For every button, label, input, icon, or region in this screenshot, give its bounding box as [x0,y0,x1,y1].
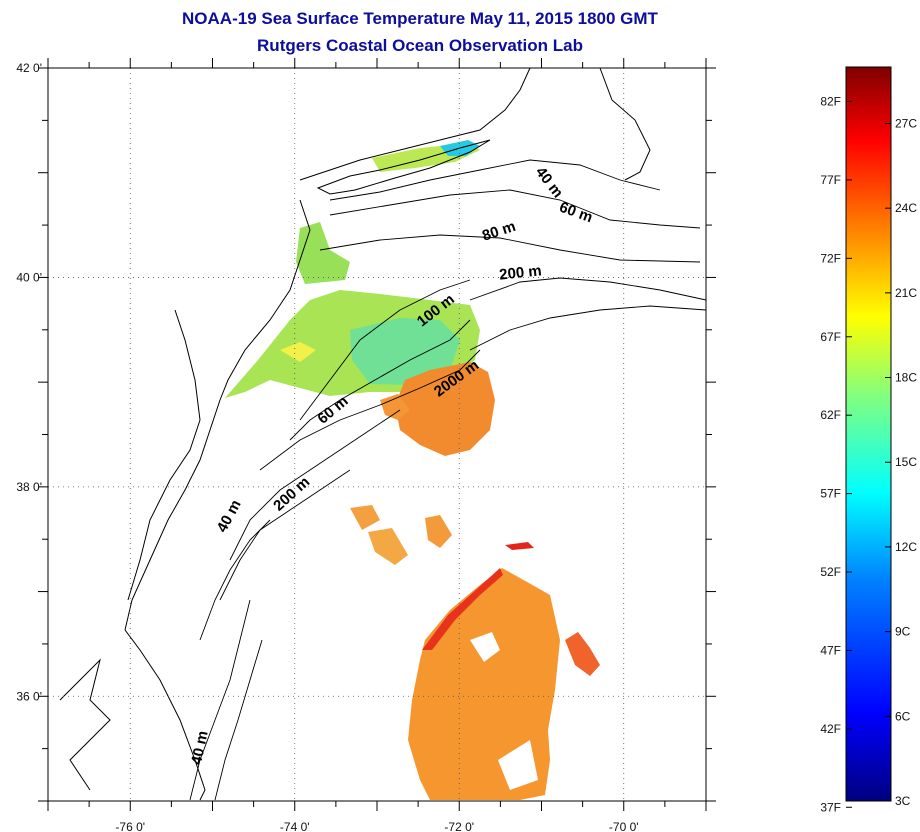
isobath-slope-3 [199,519,271,641]
isobath-slope-2 [219,469,351,601]
lat-tick-label: 36 0' [16,689,42,703]
isobath-2000m-north [469,305,707,351]
isobath-40m [329,159,661,201]
isobath-80m [319,234,701,263]
lon-tick-label: -72 0' [444,820,474,832]
colorbar-c-label: 9C [895,625,911,639]
coastline-outer-banks [124,629,206,801]
coastline-new-jersey [219,199,311,401]
colorbar-c-label: 18C [895,371,917,385]
lat-tick-labels: 42 0' 40 0' 38 0' 36 0' [16,61,42,703]
isobath-shelf-3 [259,349,481,471]
colorbar-f-label: 52F [820,565,841,579]
colorbar-fahrenheit-labels: 82F 77F 72F 67F 62F 57F 52F 47F 42F 37F [820,95,852,814]
colorbar-f-label: 67F [820,330,841,344]
sst-patch-offshore-2 [368,528,408,565]
isobath-label: 60 m [314,393,351,428]
isobath-label: 40 m [188,729,212,766]
tick-marks [38,58,716,811]
lon-tick-label: -76 0' [115,820,145,832]
grid-layer [48,67,706,801]
coastline-long-island [316,139,491,195]
isobath-carolina-2 [214,639,263,801]
lon-tick-label: -74 0' [280,820,310,832]
sst-patch-mid-atlantic-shelf [350,318,460,385]
colorbar-c-label: 3C [895,794,911,808]
map-title: NOAA-19 Sea Surface Temperature May 11, … [182,9,658,28]
isobath-label: 60 m [557,199,595,227]
sst-patch-offshore-1 [350,505,380,530]
colorbar [845,66,892,802]
sst-patch-new-jersey [296,222,350,284]
lon-tick-label: -70 0' [609,820,639,832]
map-frame [47,67,707,802]
isobath-layer [189,159,707,801]
colorbar-f-label: 72F [820,251,841,265]
isobath-shelf-2 [289,319,471,441]
colorbar-c-label: 24C [895,201,917,215]
sst-patch-warm-north [380,394,410,420]
lat-tick-label: 40 0' [16,270,42,284]
colorbar-c-label: 15C [895,455,917,469]
sst-patch-offshore-3 [425,515,452,548]
colorbar-f-label: 57F [820,487,841,501]
sst-patch-south [408,568,560,800]
sst-patch-south-hole-2 [498,740,538,790]
coastline-delmarva [124,399,221,631]
isobath-label: 40 m [214,497,245,535]
coastline-nc-inner [59,658,111,791]
colorbar-f-label: 62F [820,408,841,422]
isobath-60m [329,189,701,229]
colorbar-f-label: 47F [820,643,841,657]
map-subtitle: Rutgers Coastal Ocean Observation Lab [257,36,583,55]
sst-patch-red-streak [505,542,534,550]
lon-tick-labels: -76 0' -74 0' -72 0' -70 0' [115,820,638,832]
isobath-shelf-1 [299,279,471,421]
sst-patch-warm-core [395,362,495,456]
isobath-carolina [189,599,251,801]
lat-tick-label: 38 0' [16,480,42,494]
colorbar-c-label: 12C [895,540,917,554]
coastline-chesapeake [127,309,201,601]
sst-data-layer [225,140,600,800]
colorbar-c-label: 21C [895,286,917,300]
isobath-slope-1 [229,409,401,561]
colorbar-c-label: 27C [895,116,917,130]
coastline-new-england [299,67,531,181]
sst-patch-south-east [565,632,600,676]
isobath-label: 200 m [498,262,542,283]
sst-patch-south-red-edge [422,568,503,650]
sst-patch-yellow-inshore [280,342,316,362]
colorbar-c-label: 6C [895,709,911,723]
colorbar-celsius-labels: 27C 24C 21C 18C 15C 12C 9C 6C 3C [885,116,917,808]
colorbar-f-label: 77F [820,173,841,187]
sst-patch-south-hole-1 [470,632,500,662]
isobath-200m-north [469,277,707,301]
colorbar-f-label: 82F [820,95,841,109]
colorbar-f-label: 37F [820,800,841,814]
coastline-layer [59,67,651,801]
lat-tick-label: 42 0' [16,61,42,75]
coastline-cape-cod [599,67,651,181]
colorbar-f-label: 42F [820,722,841,736]
